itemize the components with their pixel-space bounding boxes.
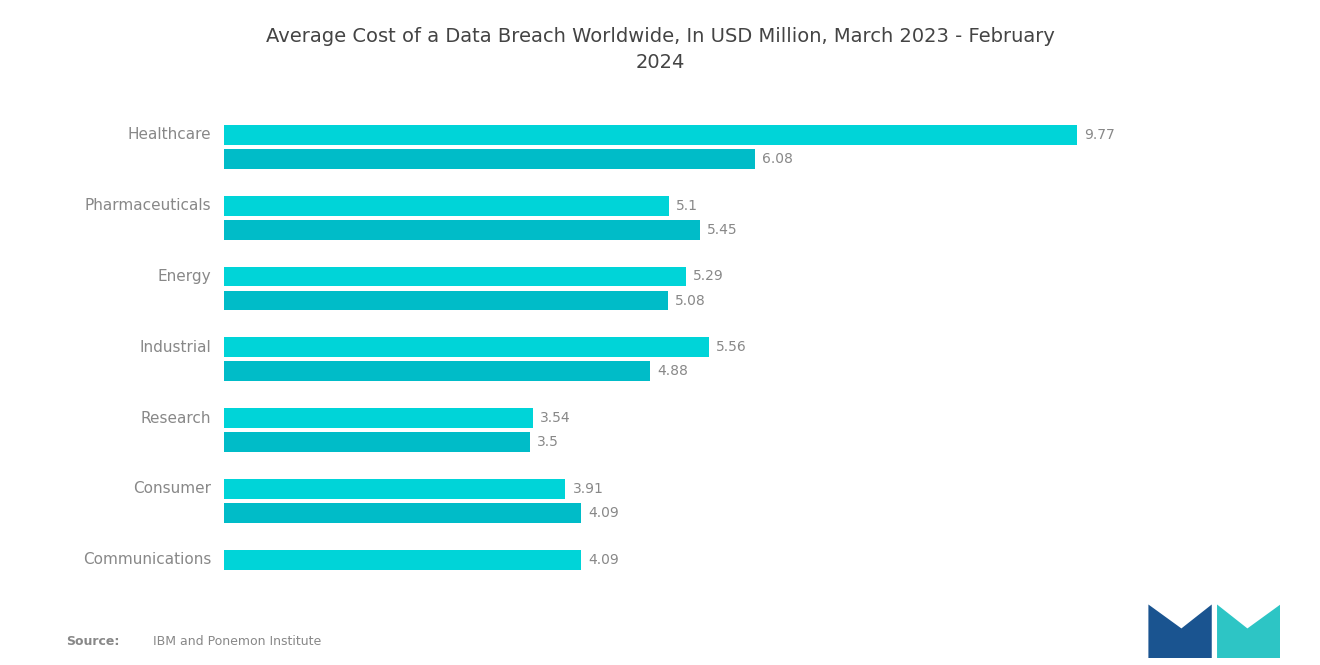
Text: 4.88: 4.88 — [657, 364, 688, 378]
Bar — [224, 503, 581, 523]
Text: Pharmaceuticals: Pharmaceuticals — [84, 198, 211, 213]
Bar — [224, 291, 668, 311]
Text: 5.56: 5.56 — [717, 340, 747, 354]
Text: Communications: Communications — [83, 553, 211, 567]
Bar — [224, 550, 581, 570]
Polygon shape — [1148, 604, 1212, 658]
Text: 5.29: 5.29 — [693, 269, 723, 283]
Text: 4.09: 4.09 — [589, 506, 619, 520]
Text: 4.09: 4.09 — [589, 553, 619, 567]
Polygon shape — [1217, 604, 1280, 658]
Text: 3.54: 3.54 — [540, 411, 570, 425]
Bar — [224, 337, 709, 357]
Bar — [224, 125, 1077, 145]
Text: 5.45: 5.45 — [706, 223, 738, 237]
Bar — [224, 479, 565, 499]
Text: Consumer: Consumer — [133, 481, 211, 497]
Bar — [224, 219, 700, 239]
Bar — [224, 267, 686, 287]
Text: Source:: Source: — [66, 635, 119, 648]
Text: Healthcare: Healthcare — [128, 127, 211, 142]
Text: Research: Research — [141, 410, 211, 426]
Bar — [224, 196, 669, 215]
Text: Average Cost of a Data Breach Worldwide, In USD Million, March 2023 - February
2: Average Cost of a Data Breach Worldwide,… — [265, 27, 1055, 72]
Text: 3.5: 3.5 — [537, 435, 558, 449]
Text: Energy: Energy — [157, 269, 211, 284]
Text: 5.1: 5.1 — [676, 199, 698, 213]
Text: IBM and Ponemon Institute: IBM and Ponemon Institute — [149, 635, 321, 648]
Text: Industrial: Industrial — [140, 340, 211, 354]
Bar — [224, 362, 651, 381]
Bar — [224, 408, 533, 428]
Bar — [224, 149, 755, 169]
Text: 6.08: 6.08 — [762, 152, 792, 166]
Bar — [224, 432, 529, 452]
Text: 3.91: 3.91 — [573, 482, 603, 496]
Text: 9.77: 9.77 — [1084, 128, 1114, 142]
Text: 5.08: 5.08 — [675, 293, 705, 307]
